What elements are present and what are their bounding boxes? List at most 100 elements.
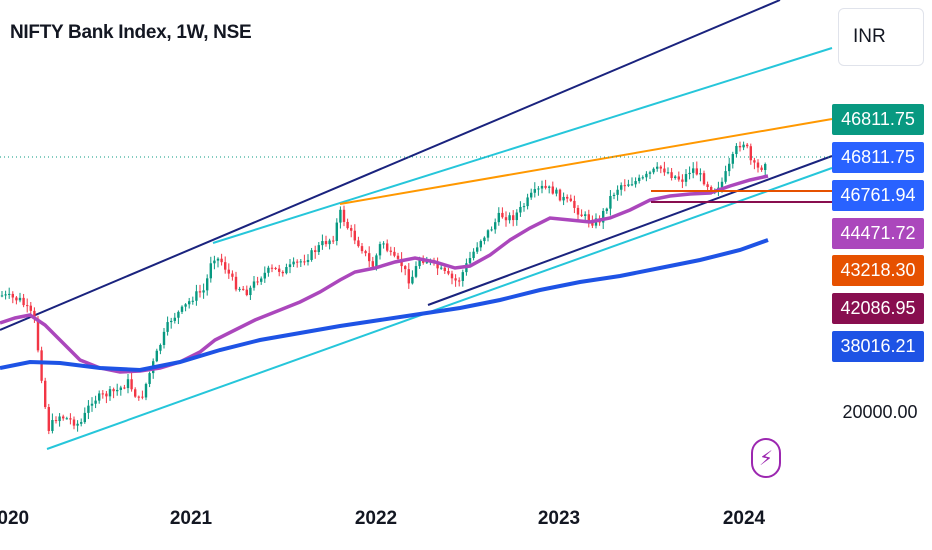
candle-body <box>141 396 144 398</box>
price-label-level-maroon: 42086.95 <box>832 293 924 324</box>
trendlines <box>0 0 833 450</box>
candle-body <box>760 167 763 170</box>
lightning-bolt-icon[interactable]: ⚡ <box>751 438 781 478</box>
candle-body <box>389 250 392 252</box>
candle-body <box>638 177 641 182</box>
candle-body <box>400 258 403 267</box>
candle-body <box>170 320 173 323</box>
candle-body <box>260 278 263 282</box>
candle-body <box>468 258 472 264</box>
candle-body <box>569 198 572 201</box>
price-label-ma-mid: 44471.72 <box>832 218 924 249</box>
candle-body <box>148 373 151 384</box>
candle-body <box>476 247 479 252</box>
candle-body <box>584 214 587 216</box>
candle-body <box>386 243 389 251</box>
candle-body <box>310 250 313 260</box>
ma-blue-line <box>0 238 769 373</box>
currency-selector[interactable]: INR <box>838 8 924 66</box>
candle-body <box>162 331 166 345</box>
candle-body <box>202 290 205 293</box>
candle-body <box>119 387 122 390</box>
candle-body <box>674 176 677 178</box>
candle-body <box>443 267 446 271</box>
candle-body <box>566 196 569 199</box>
candle-body <box>360 246 364 252</box>
candle-body <box>26 305 29 307</box>
candle-body <box>267 267 270 273</box>
candle-body <box>720 181 724 188</box>
candle-body <box>501 212 504 218</box>
candle-body <box>666 172 670 174</box>
candle-body <box>346 221 349 229</box>
candle-body <box>18 297 22 301</box>
horizontal-levels <box>0 156 832 203</box>
price-label-last: 46811.75 <box>832 142 924 173</box>
candle-body <box>198 291 202 293</box>
candle-body <box>382 243 385 245</box>
candle-body <box>36 318 40 351</box>
candle-body <box>616 189 619 195</box>
candle-body <box>458 280 461 282</box>
candle-body <box>296 261 299 263</box>
candle-body <box>526 197 529 207</box>
candle-body <box>191 300 194 302</box>
candle-body <box>134 389 137 397</box>
candle-body <box>4 294 7 296</box>
x-tick-2024: 2024 <box>722 508 766 529</box>
candle-body <box>587 214 590 222</box>
candle-body <box>350 228 353 231</box>
price-label-ma-short: 46761.94 <box>832 180 924 211</box>
candle-body <box>659 166 662 169</box>
upper-channel-line <box>0 0 781 331</box>
candle-body <box>40 350 43 381</box>
candle-body <box>94 400 97 404</box>
candle-body <box>213 260 216 264</box>
candle-body <box>450 273 454 279</box>
candle-body <box>411 276 414 284</box>
candle-body <box>731 154 734 164</box>
candle-body <box>112 389 115 392</box>
candle-body <box>699 173 702 175</box>
ma-purple-line <box>0 174 769 374</box>
candle-body <box>62 416 65 419</box>
candle-body <box>508 215 511 221</box>
candle-body <box>299 261 302 263</box>
candle-body <box>184 304 187 307</box>
x-tick-2023: 2023 <box>537 508 581 529</box>
candles <box>0 141 767 435</box>
candle-body <box>353 230 356 241</box>
navy-support-line <box>427 155 833 306</box>
candle-body <box>641 177 644 179</box>
candle-body <box>551 186 554 194</box>
candle-body <box>159 344 162 351</box>
candle-body <box>47 407 50 431</box>
candle-body <box>756 162 760 168</box>
candle-body <box>623 185 626 187</box>
candle-body <box>234 276 238 290</box>
candle-body <box>562 196 565 201</box>
candle-body <box>324 241 328 245</box>
candle-body <box>177 311 180 318</box>
candle-body <box>540 185 544 189</box>
candle-body <box>342 209 346 222</box>
candle-body <box>130 379 133 390</box>
candle-body <box>609 195 612 209</box>
candle-body <box>87 405 90 413</box>
candle-body <box>166 322 169 332</box>
candle-body <box>22 297 25 306</box>
y-tick-label: 20000.00 <box>842 402 918 422</box>
candle-body <box>58 416 61 422</box>
candle-body <box>440 267 443 269</box>
candle-body <box>515 212 518 221</box>
candle-body <box>206 278 209 291</box>
candle-body <box>497 212 500 223</box>
price-label-level-orange: 43218.30 <box>832 255 924 286</box>
candle-body <box>65 418 68 420</box>
candle-body <box>195 291 198 301</box>
candle-body <box>512 215 515 221</box>
candle-body <box>98 393 101 401</box>
candle-body <box>242 288 245 290</box>
candle-body <box>580 214 583 216</box>
candle-body <box>544 185 547 188</box>
